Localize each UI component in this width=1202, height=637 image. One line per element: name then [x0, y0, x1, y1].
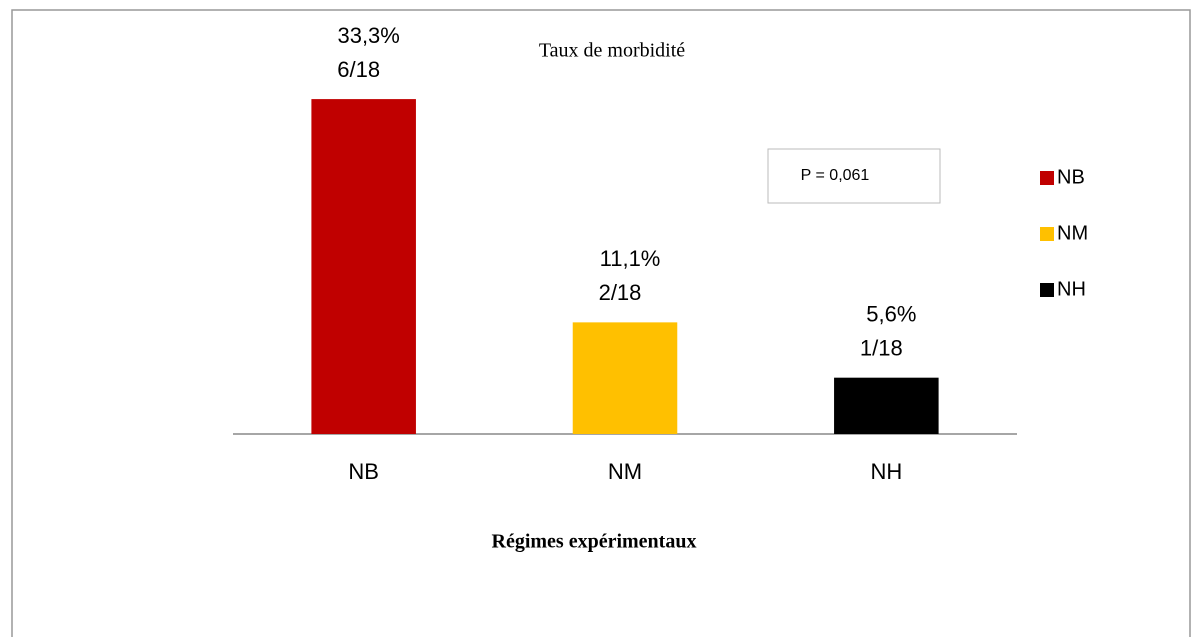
bar [834, 377, 939, 434]
x-tick-label: NB [348, 459, 379, 484]
annotation: P = 0,061 [801, 167, 870, 184]
value-label: 33,3% [337, 23, 399, 48]
chart-title: Taux de morbidité [539, 40, 685, 62]
legend-swatch [1040, 227, 1054, 241]
x-axis-label: Régimes expérimentaux [492, 531, 697, 553]
legend-label: NH [1057, 278, 1086, 300]
count-label: 2/18 [599, 280, 642, 305]
annotation-box [767, 148, 941, 204]
bar [311, 99, 416, 435]
x-tick-label: NM [608, 459, 642, 484]
x-tick-label: NH [870, 459, 902, 484]
legend-label: NB [1057, 166, 1085, 188]
value-label: 11,1% [600, 246, 661, 271]
legend-swatch [1040, 283, 1054, 297]
count-label: 1/18 [860, 335, 903, 360]
legend-swatch [1040, 171, 1054, 185]
bar [572, 322, 678, 434]
legend-label: NM [1057, 222, 1088, 244]
count-label: 6/18 [337, 57, 380, 82]
value-label: 5,6% [866, 301, 916, 326]
